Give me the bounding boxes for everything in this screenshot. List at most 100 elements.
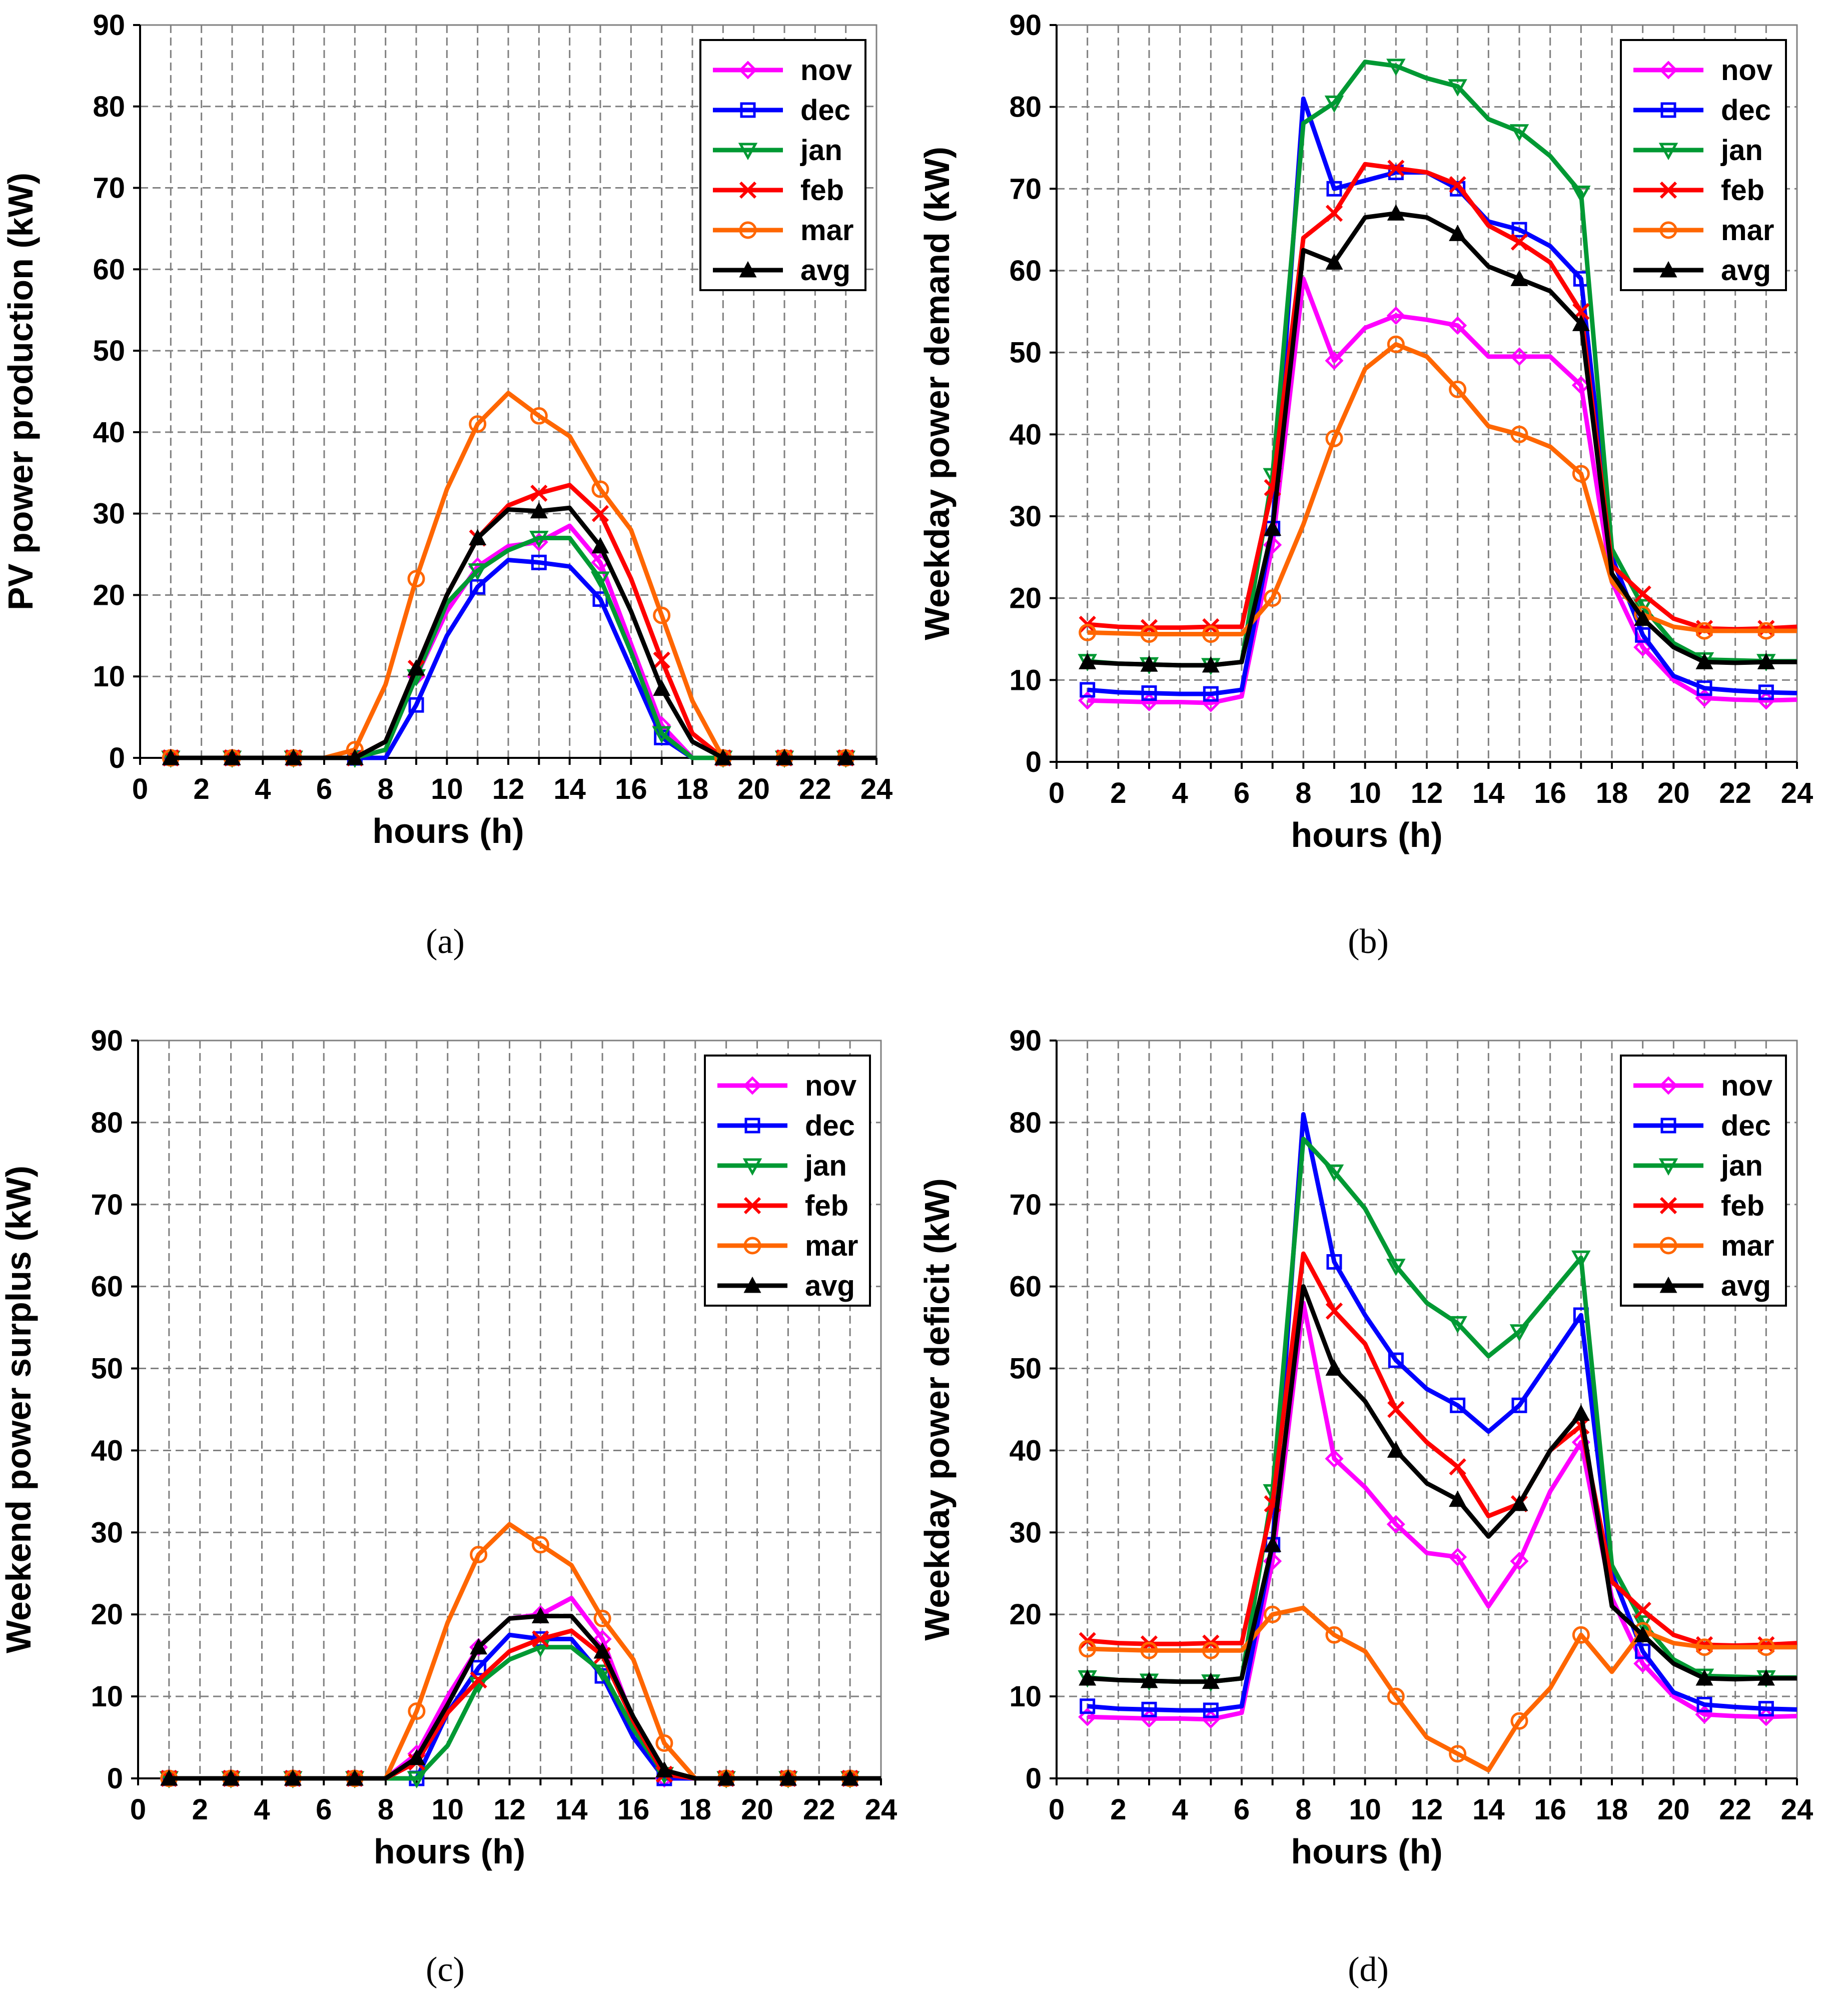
legend-box — [1620, 39, 1787, 291]
data-point-jan — [1571, 1250, 1591, 1268]
data-point-avg — [1202, 656, 1220, 673]
data-point-feb — [1510, 233, 1528, 251]
y-tick-label: 20 — [1009, 1598, 1042, 1631]
data-point-avg — [1202, 1672, 1220, 1689]
data-point-mar — [1387, 1687, 1405, 1705]
y-tick-label: 60 — [93, 253, 125, 286]
data-point-avg — [1264, 519, 1282, 536]
legend-label-feb: feb — [800, 174, 844, 207]
data-point-nov — [1386, 306, 1405, 325]
y-tick-label: 70 — [1009, 173, 1042, 205]
data-point-mar — [653, 606, 671, 624]
legend-marker-avg — [1659, 1276, 1677, 1293]
x-tick-label: 12 — [1411, 777, 1443, 809]
x-tick-label: 12 — [1411, 1793, 1443, 1826]
data-point-avg — [1572, 315, 1590, 331]
x-tick-label: 4 — [1172, 1793, 1188, 1826]
data-point-dec — [1511, 222, 1527, 238]
data-point-mar — [531, 1536, 549, 1554]
data-point-avg — [1572, 1404, 1590, 1421]
legend-marker-mar — [1659, 1237, 1677, 1255]
data-point-dec — [1635, 1643, 1651, 1659]
legend-box — [704, 1055, 871, 1307]
data-point-avg — [1510, 1494, 1528, 1511]
x-tick-label: 10 — [431, 1793, 464, 1826]
legend-label-feb: feb — [805, 1190, 848, 1222]
y-tick-label: 20 — [1009, 582, 1042, 615]
legend-label-jan: jan — [804, 1150, 847, 1182]
x-tick-label: 4 — [1172, 777, 1188, 809]
data-point-feb — [470, 1671, 487, 1689]
data-point-jan — [1571, 186, 1591, 203]
data-point-avg — [1757, 653, 1775, 669]
data-point-dec — [1203, 686, 1219, 702]
data-point-nov — [1448, 316, 1467, 335]
data-point-nov — [1448, 1547, 1467, 1567]
legend-marker-jan — [738, 143, 758, 161]
data-point-avg — [1140, 1671, 1158, 1688]
data-point-avg — [1140, 655, 1158, 672]
legend-marker-mar — [739, 221, 757, 239]
legend-label-nov: nov — [1721, 1070, 1772, 1102]
data-point-dec — [471, 1660, 487, 1676]
y-tick-label: 20 — [93, 579, 125, 611]
chart-panel-1: 0 2 4 6 8 10 12 14 16 18 20 22 240102030405060708090… — [1, 9, 892, 850]
legend-marker-dec — [1660, 102, 1676, 118]
data-point-jan — [468, 563, 487, 581]
y-tick-label: 90 — [1009, 9, 1042, 42]
data-point-avg — [1695, 1669, 1713, 1686]
data-point-dec — [1511, 1397, 1527, 1413]
x-tick-label: 24 — [860, 773, 893, 805]
data-point-jan — [529, 531, 549, 548]
legend-marker-jan — [1658, 1158, 1678, 1176]
y-tick-label: 40 — [1009, 418, 1042, 451]
series-line-feb — [1087, 1251, 1797, 1648]
y-tick-label: 90 — [1009, 1025, 1042, 1057]
legend-marker-dec — [740, 102, 756, 118]
data-point-jan — [1386, 59, 1406, 76]
data-point-avg — [1325, 253, 1343, 270]
x-tick-label: 20 — [741, 1793, 773, 1826]
x-tick-label: 2 — [1110, 1793, 1126, 1826]
x-tick-label: 18 — [676, 773, 709, 805]
data-point-mar — [1572, 1626, 1590, 1644]
legend-label-nov: nov — [1721, 54, 1772, 87]
y-tick-label: 80 — [91, 1107, 123, 1139]
y-tick-label: 0 — [109, 742, 125, 774]
y-tick-label: 50 — [1009, 1353, 1042, 1385]
legend-label-dec: dec — [1721, 94, 1771, 127]
panel-label-b: (b) — [1348, 922, 1389, 961]
y-tick-label: 40 — [91, 1434, 123, 1467]
data-point-dec — [1141, 685, 1157, 701]
x-tick-label: 6 — [1234, 1793, 1250, 1826]
data-point-dec — [1203, 1702, 1219, 1718]
panel-label-a: (a) — [426, 922, 465, 961]
legend-label-nov: nov — [800, 54, 852, 87]
y-tick-label: 10 — [93, 660, 125, 693]
series-avg — [1079, 1284, 1797, 1689]
data-point-avg — [655, 1761, 673, 1778]
series-dec — [1080, 1112, 1797, 1718]
data-point-feb — [1325, 205, 1343, 222]
data-point-dec — [1080, 1698, 1096, 1714]
chart-panel-2: 0 2 4 6 8 10 12 14 16 18 20 22 240102030405060708090… — [918, 9, 1813, 854]
data-point-mar — [469, 415, 487, 433]
data-point-mar — [1757, 622, 1775, 640]
chart-panel-4: 0 2 4 6 8 10 12 14 16 18 20 22 240102030405060708090… — [918, 1025, 1813, 1871]
data-point-avg — [714, 748, 732, 765]
x-tick-label: 24 — [1781, 1793, 1813, 1826]
y-tick-label: 50 — [91, 1353, 123, 1385]
y-tick-label: 0 — [1026, 746, 1042, 778]
x-tick-label: 16 — [1534, 777, 1566, 809]
data-point-mar — [1140, 1641, 1158, 1659]
x-tick-label: 6 — [1234, 777, 1250, 809]
legend-label-mar: mar — [1721, 214, 1774, 247]
y-axis-title: PV power production (kW) — [1, 173, 40, 610]
data-point-nov — [1510, 347, 1529, 366]
data-point-avg — [1325, 1359, 1343, 1376]
y-tick-label: 60 — [91, 1271, 123, 1303]
panel-label-c: (c) — [426, 1950, 465, 1989]
y-axis-title: Weekend power surplus (kW) — [0, 1166, 38, 1653]
data-point-mar — [1325, 1626, 1343, 1644]
